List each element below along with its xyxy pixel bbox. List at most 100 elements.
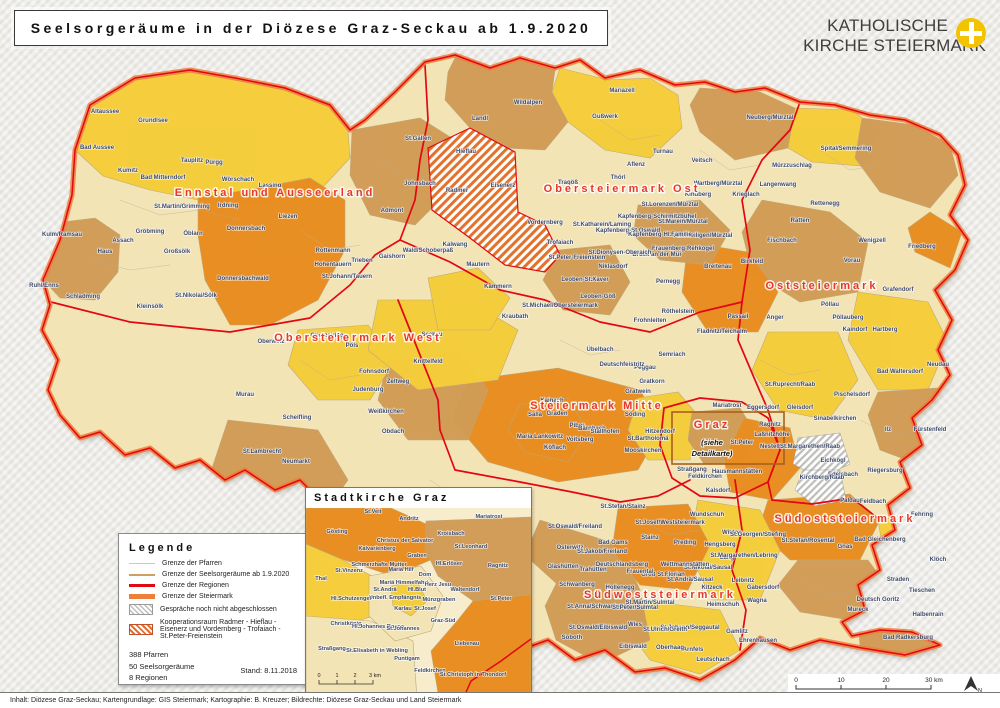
- seelsorgeraum-line-swatch: [129, 573, 155, 576]
- inset-parish-label: Feldkirchen: [414, 668, 446, 674]
- region-border: [731, 479, 747, 651]
- legend-stats: 388 Pfarren 50 Seelsorgeräume 8 Regionen: [129, 649, 297, 684]
- inset-parish-label: Waltendorf: [450, 587, 479, 593]
- parish-label: Bärnbach: [578, 426, 606, 432]
- inset-parish-label: St.Christoph in Thondorf: [440, 672, 506, 678]
- parish-label: Hausmannstätten: [712, 469, 763, 475]
- parish-label: Grundlsee: [138, 118, 168, 124]
- parish-label: Stallhofen: [590, 429, 619, 435]
- parish-label: Edelsbach: [828, 472, 858, 478]
- region-label: Ennstal und Ausseerland: [175, 187, 376, 199]
- parish-label: Kapfenberg-Schirmitzbühel: [618, 214, 697, 220]
- parish-label: Osterwitz: [556, 545, 583, 551]
- parish-label: Übelbach: [586, 346, 613, 353]
- parish-label: Köflach: [544, 445, 566, 451]
- parish-label: Pürgg: [205, 160, 223, 166]
- parish-label: Murau: [236, 392, 254, 398]
- parish-label: Wettmannstätten: [661, 562, 710, 568]
- parish-label: Ruhl/Enns: [29, 283, 59, 289]
- inset-parish-label: Unbefl. Empfängnis: [369, 595, 422, 601]
- inset-parish-label: St.Josef: [414, 606, 436, 612]
- inset-stadtkirche-graz: Stadtkirche Graz St.Veit Andritz Mariatros…: [305, 487, 532, 700]
- inset-parish-label: Hl.Schutzengel: [331, 596, 372, 602]
- parish-label: Schladming: [66, 294, 100, 300]
- inset-parish-label: Christkönig: [330, 621, 362, 627]
- parish-label: Kaindorf: [843, 327, 869, 333]
- parish-label: Trahütten: [579, 567, 607, 573]
- scale-0: 0: [794, 677, 798, 684]
- parish-label: Gnas: [837, 544, 853, 550]
- parish-label: Laßnitzhöhe: [754, 432, 790, 438]
- steiermark-line-swatch: [129, 594, 155, 599]
- parish-label: Kulm/Ramsau: [42, 232, 82, 238]
- parish-label: Donnersbachwald: [217, 276, 269, 282]
- parish-label: St.Katharein/Laming: [573, 222, 632, 228]
- parish-label: Salla: [528, 412, 543, 418]
- parish-label: Kitzeck: [701, 585, 723, 591]
- parish-label: Trofaiach: [547, 240, 574, 246]
- parish-label: Mürzzuschlag: [772, 163, 812, 169]
- legend-row: Grenze der Steiermark: [129, 593, 297, 600]
- parish-label: Ragnitz: [759, 422, 781, 428]
- inset-scale-2: 2: [353, 673, 356, 679]
- parish-label: Altaussee: [91, 109, 120, 115]
- parish-label: Pernegg: [656, 279, 680, 285]
- scale-10: 10: [837, 677, 845, 684]
- parish-label: St.Ruprecht/Raab: [765, 382, 816, 388]
- parish-label: Fürstenfeld: [914, 427, 947, 433]
- legend: Legende Grenze der Pfarren Grenze der Se…: [118, 533, 308, 685]
- parish-label: Weißkirchen: [368, 409, 404, 415]
- parish-label: Langenwang: [760, 182, 797, 188]
- region-border: [439, 429, 691, 503]
- parish-label: Wald/Schoberpaß: [403, 248, 454, 254]
- region-label: Obersteiermark Ost: [544, 183, 701, 195]
- cross-circle-icon: [956, 18, 986, 48]
- parish-label: Obdach: [382, 429, 405, 435]
- parish-label: Semriach: [658, 352, 685, 358]
- inset-patch: [390, 580, 428, 617]
- region-border: [42, 64, 429, 333]
- parish-label: Wartberg/Mürztal: [694, 181, 743, 187]
- kooperationsraum-hatch-swatch: [129, 624, 153, 635]
- inset-scale-0: 0: [317, 673, 320, 679]
- parish-label: Gratkorn: [639, 379, 665, 385]
- pfarren-line-swatch: [129, 563, 155, 564]
- map-patch: [551, 67, 683, 159]
- parish-label: Lassing: [259, 183, 282, 189]
- gespraeche-patch: [794, 469, 847, 507]
- parish-label: Rettenegg: [810, 201, 840, 207]
- parish-label: Oberzeiring: [310, 333, 344, 339]
- parish-label: St.Gallen: [405, 136, 431, 142]
- map-patch: [751, 331, 859, 421]
- footer-credits: Inhalt: Diözese Graz-Seckau; Kartengrund…: [0, 692, 1000, 708]
- parish-label: Arnfels: [683, 647, 704, 653]
- parish-label: Röthelstein: [662, 309, 695, 315]
- inset-parish-label: Karlau: [394, 606, 412, 612]
- parish-label: St.Stefan/Rosental: [781, 538, 834, 544]
- region-borders: [42, 64, 881, 651]
- parish-label: Eisenerz: [491, 183, 516, 189]
- parish-label: Kalsdorf: [706, 488, 731, 494]
- parish-label: Turnau: [653, 149, 673, 155]
- parish-label: Hartberg: [872, 327, 897, 333]
- legend-label: Kooperationsraum Radmer - Hieflau - Eise…: [160, 619, 281, 640]
- parish-label: Kirchberg/Raab: [800, 475, 845, 481]
- parish-label: Söding: [625, 412, 646, 418]
- parish-label: Wildon: [722, 530, 742, 536]
- map-patch: [287, 324, 396, 401]
- parish-label: Straßgang: [677, 467, 707, 473]
- parish-label: Assach: [112, 238, 134, 244]
- map-patch: [507, 397, 589, 463]
- parish-label: Tragöß: [558, 180, 578, 186]
- parish-label: Gratwein: [625, 389, 651, 395]
- parish-label: Frauenberg-Rehkogel: [652, 246, 714, 252]
- region-border: [659, 397, 781, 499]
- parish-label: Eggersdorf: [747, 405, 780, 411]
- graz-detail-rect: [671, 411, 785, 465]
- parish-label: Tieschen: [909, 588, 935, 594]
- parish-label: Thörl: [611, 175, 626, 181]
- parish-label: Wenigzell: [858, 238, 886, 244]
- stat-regionen: 8 Regionen: [129, 673, 168, 683]
- stand-date: Stand: 8.11.2018: [240, 666, 297, 675]
